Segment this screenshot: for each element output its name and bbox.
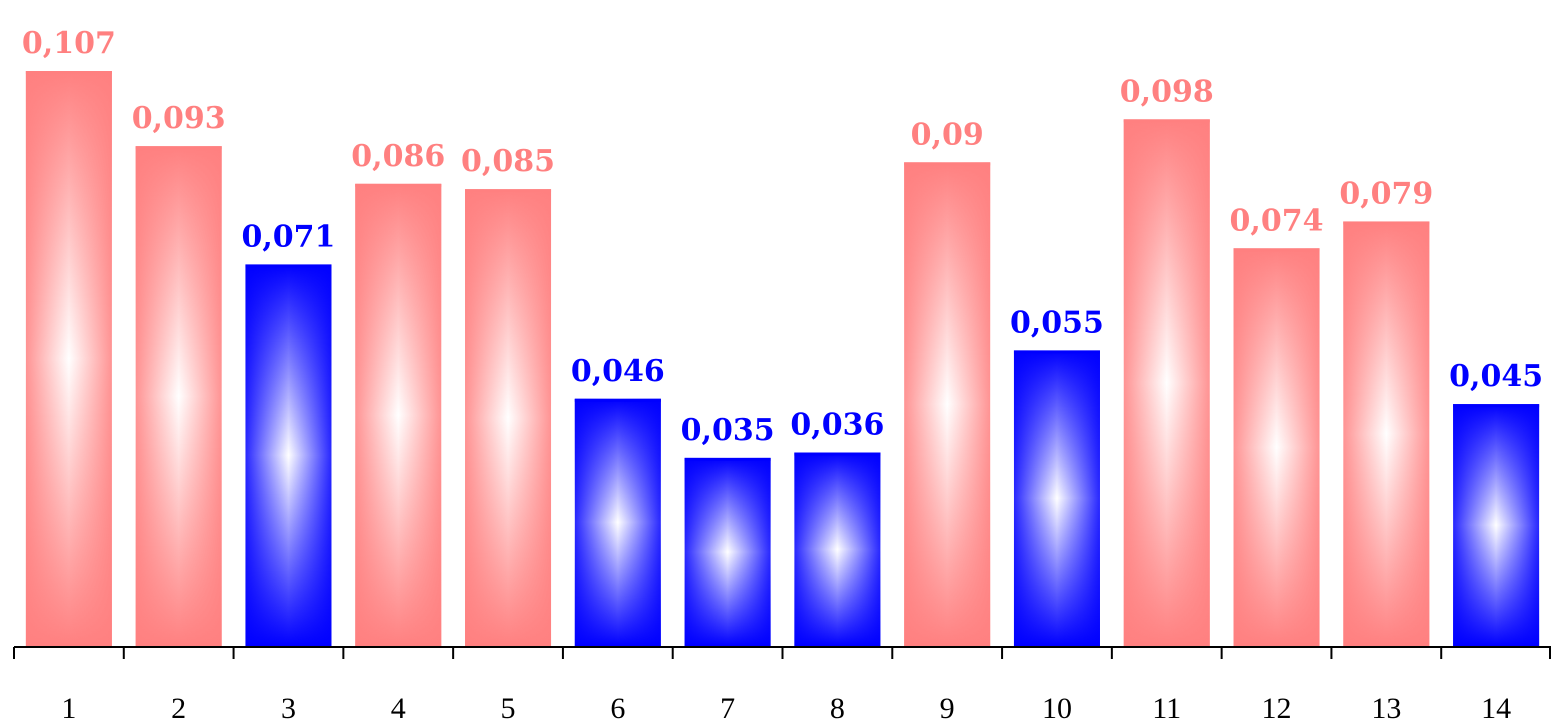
data-label-10: 0,055 [1010,305,1104,340]
data-label-9: 0,09 [911,117,984,152]
bar-7 [684,457,771,646]
x-tick-label-7: 7 [720,692,735,723]
bar-14 [1453,404,1540,646]
x-tick-label-14: 14 [1481,692,1511,723]
x-tick-label-8: 8 [830,692,845,723]
bar-2 [135,146,222,646]
data-label-5: 0,085 [461,144,555,179]
bar-13 [1343,221,1430,646]
bar-12 [1233,248,1320,647]
data-label-14: 0,045 [1449,359,1543,394]
x-tick-label-5: 5 [501,692,516,723]
x-tick-label-3: 3 [281,692,296,723]
bar-10 [1013,350,1100,646]
data-labels-group: 0,107 0,093 0,071 0,086 0,085 0,046 0,035 0,036… [22,26,1543,448]
data-label-6: 0,046 [571,354,665,389]
data-label-13: 0,079 [1339,176,1433,211]
data-label-1: 0,107 [22,26,116,61]
x-tick-label-9: 9 [940,692,955,723]
x-tick-label-4: 4 [391,692,406,723]
data-label-3: 0,071 [241,219,335,254]
x-tick-label-2: 2 [171,692,186,723]
bar-1 [25,71,112,646]
bar-11 [1123,119,1210,646]
x-tick-label-1: 1 [61,692,76,723]
bar-9 [904,162,991,646]
bar-5 [465,189,552,646]
bar-3 [245,264,332,646]
bar-4 [355,183,442,646]
bar-6 [574,398,661,646]
data-label-4: 0,086 [351,139,445,174]
data-label-11: 0,098 [1120,74,1214,109]
data-label-2: 0,093 [132,101,226,136]
x-tick-label-10: 10 [1042,692,1072,723]
data-label-8: 0,036 [790,408,884,443]
data-label-7: 0,035 [681,413,775,448]
bars-group [25,71,1540,647]
data-label-12: 0,074 [1230,203,1324,238]
x-tick-label-12: 12 [1262,692,1292,723]
bar-8 [794,452,881,646]
x-tick-label-6: 6 [610,692,625,723]
x-tick-label-11: 11 [1152,692,1181,723]
x-tick-label-13: 13 [1371,692,1401,723]
x-axis: 1 2 3 4 5 6 7 8 9 10 11 12 13 14 [13,646,1551,723]
